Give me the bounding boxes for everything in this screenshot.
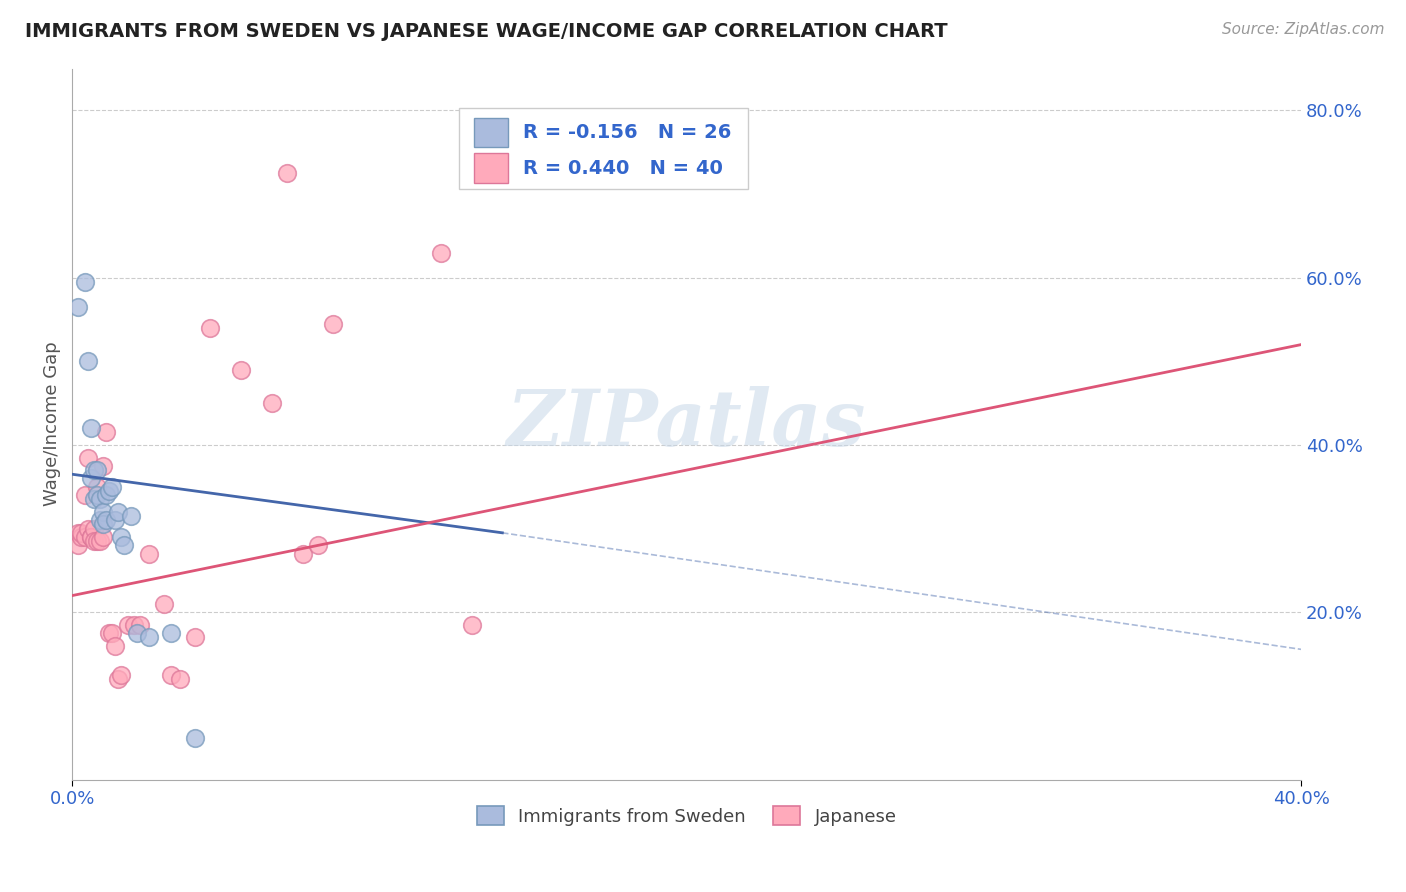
Point bbox=[101, 480, 124, 494]
Point bbox=[89, 534, 111, 549]
Point bbox=[120, 509, 142, 524]
Point bbox=[260, 396, 283, 410]
Point bbox=[322, 317, 344, 331]
Point bbox=[430, 245, 453, 260]
Point bbox=[125, 626, 148, 640]
Text: R = 0.440   N = 40: R = 0.440 N = 40 bbox=[523, 159, 723, 178]
Point bbox=[89, 492, 111, 507]
Point bbox=[91, 530, 114, 544]
Point bbox=[159, 626, 181, 640]
Point bbox=[89, 513, 111, 527]
Point bbox=[67, 538, 90, 552]
Point bbox=[79, 530, 101, 544]
Text: Source: ZipAtlas.com: Source: ZipAtlas.com bbox=[1222, 22, 1385, 37]
Point bbox=[184, 731, 207, 745]
Point bbox=[159, 668, 181, 682]
Point bbox=[101, 626, 124, 640]
Point bbox=[200, 321, 222, 335]
Point bbox=[86, 488, 108, 502]
Point bbox=[86, 480, 108, 494]
Point bbox=[153, 597, 176, 611]
Point bbox=[67, 525, 90, 540]
Point bbox=[169, 672, 191, 686]
Point bbox=[91, 517, 114, 532]
Point bbox=[83, 534, 105, 549]
Bar bbox=[474, 118, 509, 147]
Point bbox=[114, 538, 136, 552]
Point bbox=[110, 668, 132, 682]
Point bbox=[83, 522, 105, 536]
Point bbox=[83, 463, 105, 477]
Point bbox=[107, 505, 129, 519]
Point bbox=[94, 513, 117, 527]
Point bbox=[94, 425, 117, 440]
Point bbox=[76, 354, 98, 368]
Point bbox=[86, 463, 108, 477]
Point bbox=[291, 547, 314, 561]
Point bbox=[98, 626, 121, 640]
Point bbox=[67, 300, 90, 314]
Point bbox=[276, 166, 298, 180]
Point bbox=[94, 488, 117, 502]
Point bbox=[231, 362, 253, 376]
Point bbox=[79, 471, 101, 485]
Text: R = -0.156   N = 26: R = -0.156 N = 26 bbox=[523, 123, 731, 142]
Point bbox=[76, 450, 98, 465]
Point bbox=[83, 492, 105, 507]
Point bbox=[73, 488, 96, 502]
Point bbox=[98, 483, 121, 498]
Point bbox=[104, 513, 127, 527]
FancyBboxPatch shape bbox=[460, 108, 748, 189]
Text: ZIPatlas: ZIPatlas bbox=[508, 386, 866, 462]
Bar bbox=[474, 153, 509, 183]
Point bbox=[122, 617, 145, 632]
Point bbox=[128, 617, 150, 632]
Point bbox=[76, 522, 98, 536]
Point bbox=[73, 530, 96, 544]
Point bbox=[110, 530, 132, 544]
Point bbox=[79, 421, 101, 435]
Point bbox=[70, 525, 93, 540]
Point bbox=[460, 617, 482, 632]
Text: IMMIGRANTS FROM SWEDEN VS JAPANESE WAGE/INCOME GAP CORRELATION CHART: IMMIGRANTS FROM SWEDEN VS JAPANESE WAGE/… bbox=[25, 22, 948, 41]
Point bbox=[104, 639, 127, 653]
Point bbox=[79, 530, 101, 544]
Point bbox=[138, 547, 160, 561]
Point bbox=[73, 275, 96, 289]
Point bbox=[70, 530, 93, 544]
Y-axis label: Wage/Income Gap: Wage/Income Gap bbox=[44, 342, 60, 507]
Point bbox=[117, 617, 139, 632]
Point bbox=[91, 505, 114, 519]
Point bbox=[307, 538, 329, 552]
Legend: Immigrants from Sweden, Japanese: Immigrants from Sweden, Japanese bbox=[468, 797, 905, 835]
Point bbox=[86, 534, 108, 549]
Point bbox=[138, 631, 160, 645]
Point bbox=[184, 631, 207, 645]
Point bbox=[91, 458, 114, 473]
Point bbox=[107, 672, 129, 686]
